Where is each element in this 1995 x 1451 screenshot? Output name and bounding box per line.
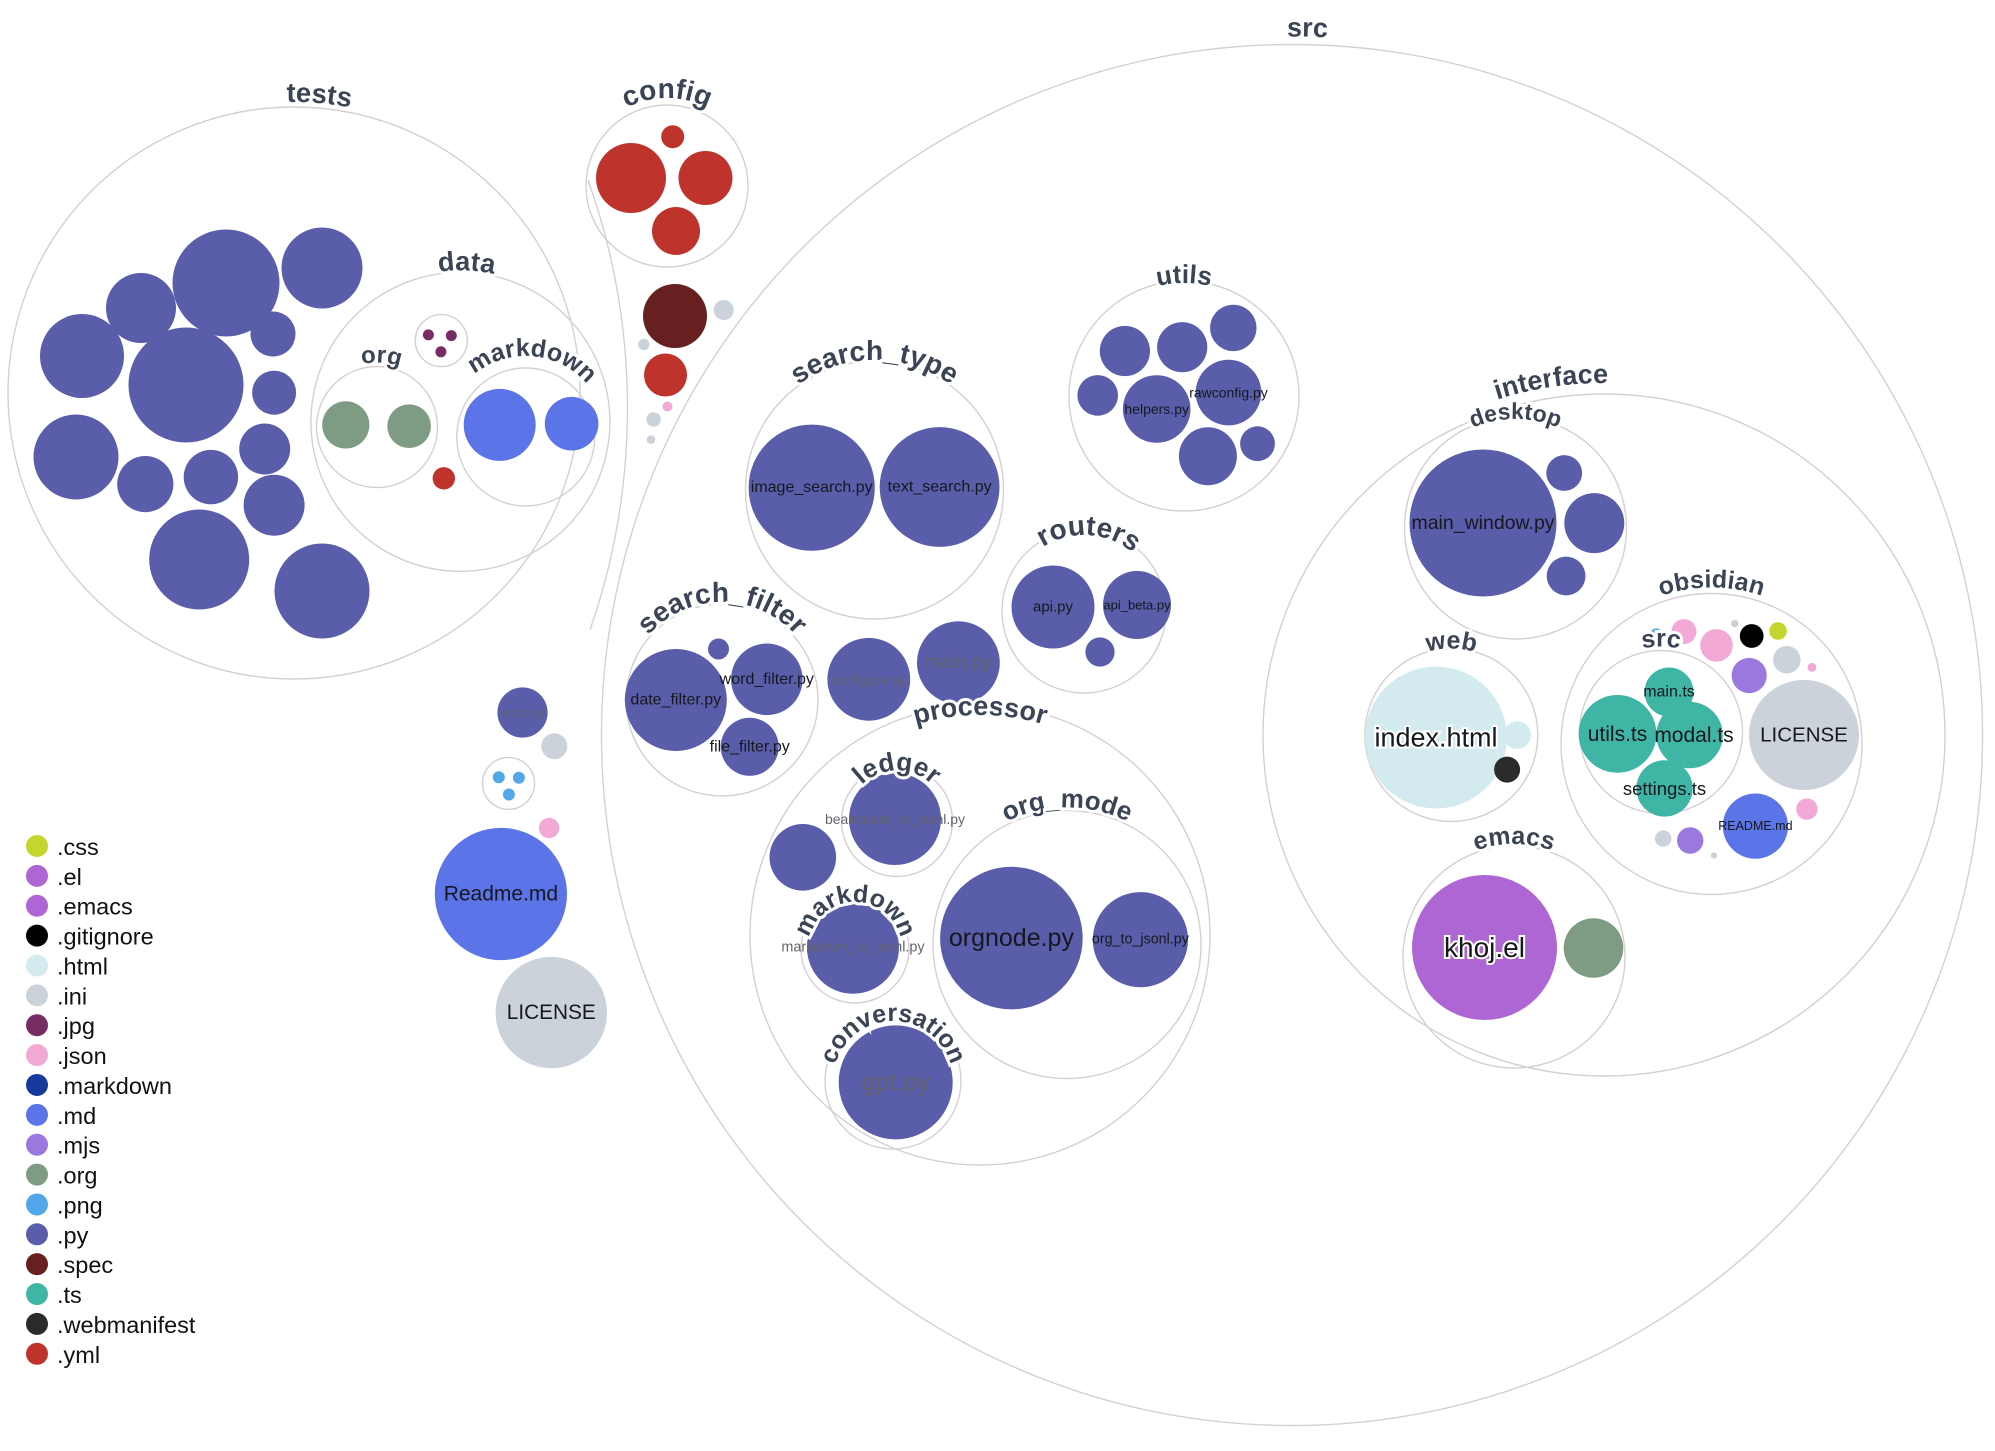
svg-text:helpers.py: helpers.py (1124, 401, 1189, 417)
svg-text:Readme.md: Readme.md (444, 883, 558, 906)
svg-text:tests: tests (286, 77, 354, 113)
svg-text:settings.ts: settings.ts (1623, 778, 1706, 799)
svg-text:utils.ts: utils.ts (1588, 723, 1648, 746)
svg-text:.spec: .spec (57, 1252, 113, 1278)
svg-text:README.md: README.md (1718, 819, 1792, 833)
svg-text:orgnode.py: orgnode.py (949, 924, 1075, 952)
svg-text:main_window.py: main_window.py (1411, 512, 1554, 534)
svg-text:src: src (1287, 12, 1329, 43)
svg-text:org: org (359, 341, 405, 372)
svg-text:markdown_to_jsonl.py: markdown_to_jsonl.py (781, 940, 925, 956)
svg-text:utils: utils (1154, 259, 1215, 292)
svg-text:.emacs: .emacs (57, 894, 133, 920)
svg-text:date_filter.py: date_filter.py (630, 692, 721, 709)
svg-text:data: data (437, 246, 499, 280)
svg-text:.png: .png (57, 1192, 103, 1218)
svg-text:file_filter.py: file_filter.py (710, 738, 790, 755)
svg-text:api_beta.py: api_beta.py (1103, 598, 1171, 613)
svg-text:.webmanifest: .webmanifest (57, 1312, 196, 1338)
svg-text:.markdown: .markdown (57, 1073, 172, 1099)
svg-text:.org: .org (57, 1163, 98, 1189)
svg-text:.ts: .ts (57, 1282, 82, 1308)
svg-text:gpt.py: gpt.py (862, 1068, 931, 1096)
svg-text:beancount_to_jsonl.py: beancount_to_jsonl.py (825, 811, 965, 827)
svg-text:.el: .el (57, 864, 82, 890)
svg-text:.ini: .ini (57, 983, 87, 1009)
svg-text:web: web (1423, 626, 1480, 657)
svg-text:src: src (1639, 625, 1682, 655)
svg-text:khoj.el: khoj.el (1444, 932, 1525, 963)
svg-text:rawconfig.py: rawconfig.py (1189, 385, 1268, 401)
svg-text:.md: .md (57, 1103, 96, 1129)
svg-text:LICENSE: LICENSE (1760, 724, 1848, 747)
svg-text:.gitignore: .gitignore (57, 924, 154, 950)
svg-text:main.py: main.py (925, 652, 992, 673)
svg-text:api.py: api.py (1033, 599, 1074, 616)
svg-text:word_filter.py: word_filter.py (719, 671, 814, 688)
svg-text:.json: .json (57, 1043, 107, 1069)
svg-text:index.html: index.html (1374, 723, 1497, 753)
svg-text:.py: .py (57, 1222, 89, 1248)
svg-text:configure.py: configure.py (831, 671, 907, 687)
svg-text:.css: .css (57, 834, 99, 860)
svg-text:main.ts: main.ts (1643, 684, 1695, 701)
svg-text:.yml: .yml (57, 1342, 100, 1368)
svg-text:.html: .html (57, 953, 108, 979)
svg-text:LICENSE: LICENSE (507, 1001, 596, 1024)
svg-text:image_search.py: image_search.py (751, 479, 873, 496)
svg-text:.jpg: .jpg (57, 1013, 95, 1039)
svg-text:org_to_jsonl.py: org_to_jsonl.py (1092, 932, 1190, 948)
svg-text:text_search.py: text_search.py (888, 479, 992, 496)
svg-text:modal.ts: modal.ts (1654, 724, 1733, 747)
svg-text:.mjs: .mjs (57, 1133, 100, 1159)
svg-text:setup.py: setup.py (500, 706, 545, 720)
